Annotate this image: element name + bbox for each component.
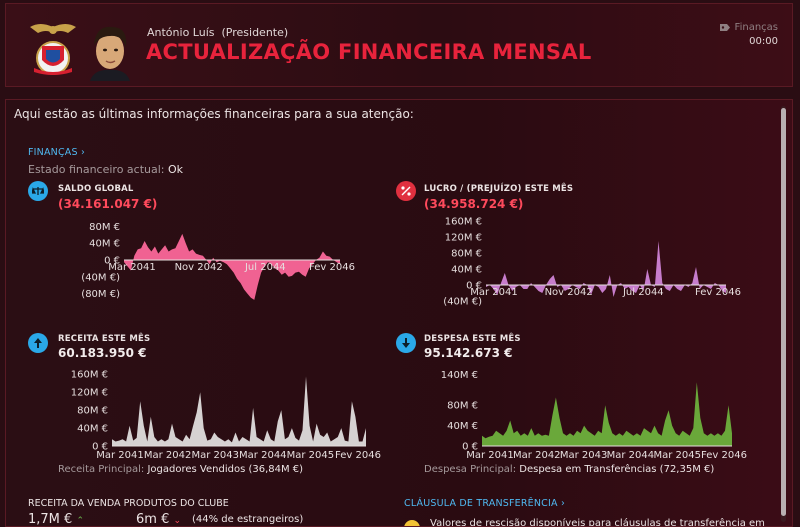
arrow-down-icon: [396, 333, 416, 353]
x-tick-label: Mar 2043: [560, 450, 608, 461]
profit-series-area: [486, 241, 726, 297]
expense-principal-value: Despesa em Transferências (72,35M €): [519, 464, 715, 475]
income-principal: Receita Principal: Jogadores Vendidos (3…: [58, 464, 304, 475]
transfer-clause-text: Valores de rescisão disponíveis para clá…: [430, 518, 765, 527]
percent-icon: [396, 181, 416, 201]
balance-title: SALDO GLOBAL: [58, 184, 134, 194]
y-tick-label: 40M €: [89, 239, 120, 250]
y-tick-label: 140M €: [441, 370, 478, 381]
x-tick-label: Nov 2042: [175, 262, 223, 273]
x-tick-label: Mar 2041: [470, 287, 518, 298]
trend-down-icon: ⌄: [173, 516, 182, 526]
y-tick-label: 40M €: [447, 421, 478, 432]
y-tick-label: 0 €: [104, 255, 120, 266]
club-crest-logo: [30, 24, 76, 75]
x-tick-label: Mar 2045: [653, 450, 701, 461]
expense-series-area: [482, 382, 732, 446]
expense-value: 95.142.673 €: [424, 346, 513, 360]
y-tick-label: 0 €: [462, 442, 478, 453]
expense-title: DESPESA ESTE MÊS: [424, 334, 521, 344]
finances-link[interactable]: FINANÇAS ›: [28, 147, 85, 158]
x-tick-label: Mar 2042: [513, 450, 561, 461]
x-tick-label: Mar 2044: [239, 450, 286, 461]
transfer-clause-link[interactable]: CLÁUSULA DE TRANSFERÊNCIA ›: [404, 498, 565, 509]
y-tick-label: (40M €): [81, 272, 120, 283]
income-principal-value: Jogadores Vendidos (36,84M €): [147, 464, 304, 475]
balance-value: (34.161.047 €): [58, 197, 158, 211]
message-category: Finanças: [734, 22, 778, 33]
trend-up-icon: ⌃: [76, 516, 84, 526]
x-tick-label: Mar 2044: [607, 450, 655, 461]
financial-status: Estado financeiro actual: Ok: [28, 163, 184, 176]
financial-status-value: Ok: [168, 163, 184, 176]
x-tick-label: Jul 2044: [244, 262, 286, 273]
message-time: 00:00: [749, 36, 778, 47]
header-bar: António Luís (Presidente) ACTUALIZAÇÃO F…: [5, 3, 793, 87]
expense-principal: Despesa Principal: Despesa em Transferên…: [424, 464, 715, 475]
income-chart: 160M €120M €80M €40M €0 €Mar 2041 Mar 204…: [71, 370, 381, 461]
merch-revenue-title: RECEITA DA VENDA PRODUTOS DO CLUBE: [28, 498, 229, 509]
x-tick-label: Fev 2046: [309, 262, 355, 273]
chevron-right-icon: ›: [557, 498, 565, 509]
y-tick-label: 120M €: [445, 233, 482, 244]
merch-note: (44% de estrangeiros): [192, 514, 304, 525]
president-name: António Luís (Presidente): [147, 26, 289, 39]
x-tick-label: Mar 2041: [108, 262, 156, 273]
merch-revenue-value: 1,7M € ⌃: [28, 512, 84, 527]
x-tick-label: Mar 2041: [96, 450, 144, 461]
scrollbar[interactable]: [781, 106, 786, 522]
y-tick-label: 40M €: [77, 424, 108, 435]
y-tick-label: 0 €: [466, 281, 482, 292]
x-tick-label: Mar 2043: [191, 450, 239, 461]
message-meta: Finanças 00:00: [719, 22, 778, 47]
x-tick-label: Mar 2041: [466, 450, 514, 461]
x-tick-label: Nov 2042: [545, 287, 593, 298]
y-tick-label: 120M €: [71, 388, 108, 399]
chevron-right-icon: ›: [77, 147, 85, 158]
profit-chart: 160M € 120M € 80M € 40M € 0 € (40M €)Mar 2041…: [443, 217, 741, 308]
y-tick-label: 80M €: [77, 406, 108, 417]
warning-icon: [404, 520, 420, 526]
income-series-area: [112, 376, 366, 446]
y-tick-label: 80M €: [451, 249, 482, 260]
income-title: RECEITA ESTE MÊS: [58, 334, 151, 344]
merch-revenue-value2: 6m € ⌄: [136, 512, 182, 527]
x-tick-label: Mar 2045: [287, 450, 335, 461]
x-tick-label: Jul 2044: [622, 287, 664, 298]
scale-icon: [28, 181, 48, 201]
y-tick-label: (80M €): [81, 289, 120, 300]
income-value: 60.183.950 €: [58, 346, 147, 360]
arrow-up-icon: [28, 333, 48, 353]
message-body: Aqui estão as últimas informações financ…: [5, 99, 793, 527]
profit-value: (34.958.724 €): [424, 197, 524, 211]
expense-chart: 140M €80M €40M €0 €Mar 2041 Mar 2042 Mar 2…: [441, 370, 747, 461]
y-tick-label: 0 €: [92, 442, 108, 453]
y-tick-label: 80M €: [447, 401, 478, 412]
balance-series-area: [124, 233, 340, 300]
profit-title: LUCRO / (PREJUÍZO) ESTE MÊS: [424, 184, 574, 194]
y-tick-label: 40M €: [451, 265, 482, 276]
x-tick-label: Fev 2046: [335, 450, 381, 461]
intro-text: Aqui estão as últimas informações financ…: [14, 107, 414, 121]
president-avatar: [90, 26, 130, 81]
tag-icon: [719, 24, 730, 31]
y-tick-label: 160M €: [71, 370, 108, 381]
y-tick-label: (40M €): [443, 297, 482, 308]
page-title: ACTUALIZAÇÃO FINANCEIRA MENSAL: [146, 40, 592, 64]
x-tick-label: Fev 2046: [695, 287, 741, 298]
y-tick-label: 80M €: [89, 222, 120, 233]
x-tick-label: Mar 2042: [144, 450, 192, 461]
balance-chart: 80M € 40M € 0 € (40M €) (80M €) Mar 2041 Nov 2…: [81, 222, 355, 300]
scrollbar-thumb[interactable]: [781, 108, 786, 516]
y-tick-label: 160M €: [445, 217, 482, 228]
x-tick-label: Fev 2046: [701, 450, 747, 461]
